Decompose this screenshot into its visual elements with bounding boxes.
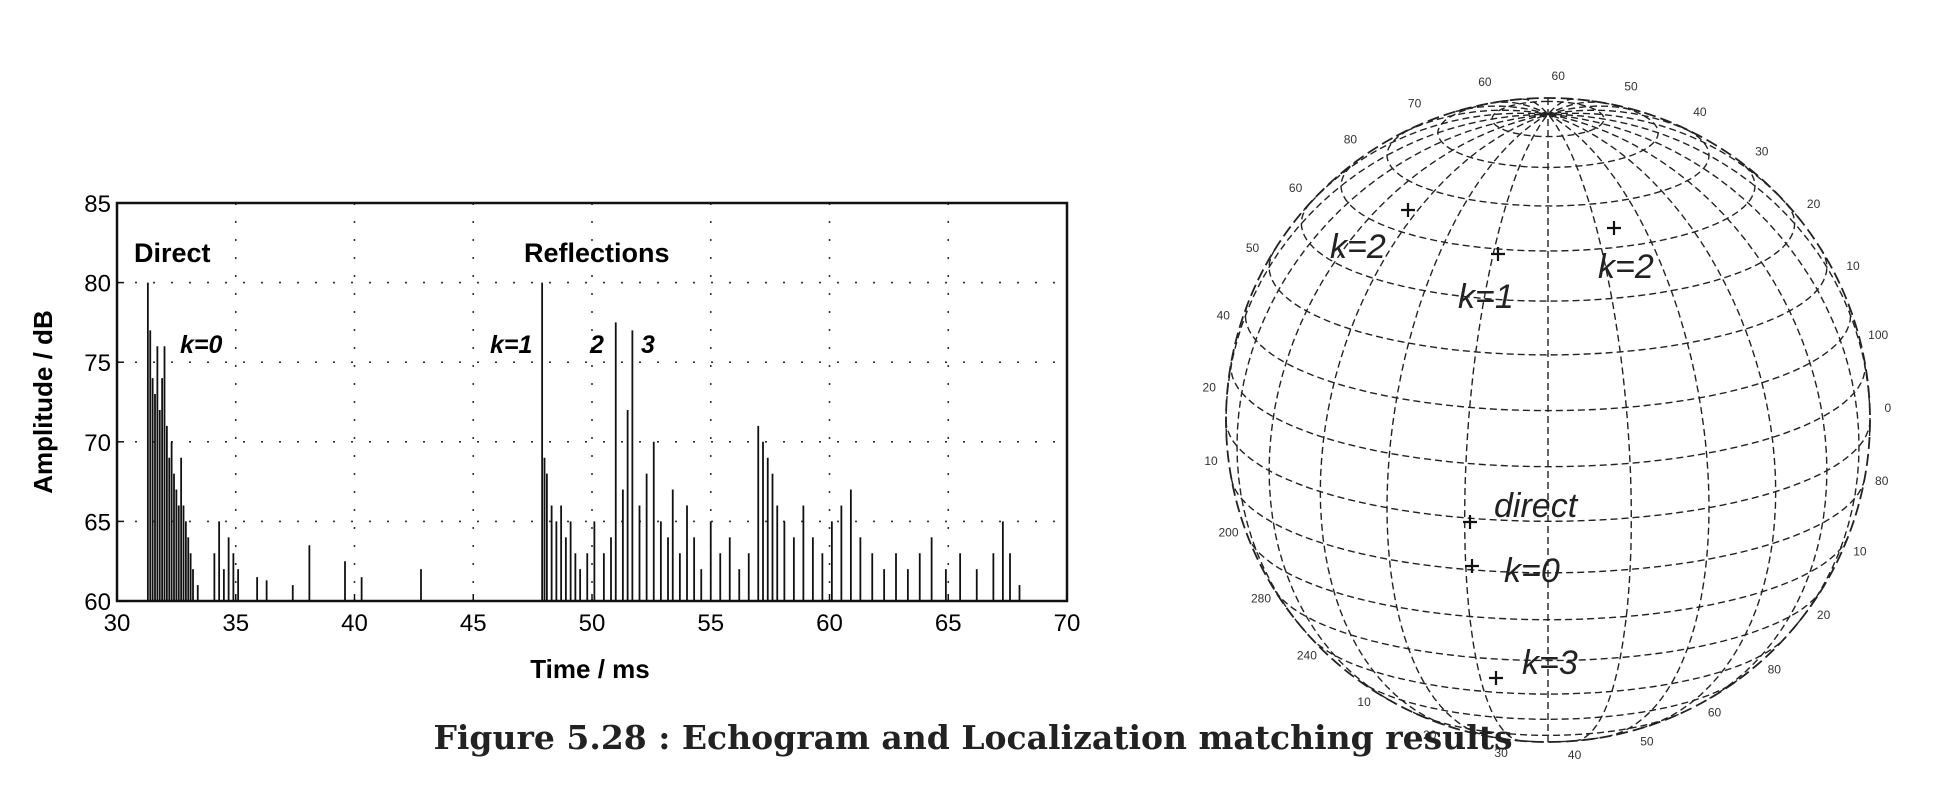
sphere-parallel bbox=[1309, 636, 1787, 695]
sphere-meridian bbox=[1547, 105, 1641, 115]
sphere-parallel bbox=[1386, 124, 1710, 207]
y-tick-label: 60 bbox=[84, 589, 111, 616]
sphere-scale-label: 50 bbox=[1624, 79, 1638, 93]
sphere-meridian bbox=[1295, 112, 1549, 220]
sphere-wireframe bbox=[1225, 97, 1871, 743]
sphere-outline bbox=[1225, 97, 1871, 743]
sphere-meridian bbox=[1268, 113, 1549, 705]
sphere-scale-label: 80 bbox=[1875, 474, 1889, 488]
x-tick-label: 65 bbox=[935, 610, 962, 637]
annotation-2: 2 bbox=[589, 331, 604, 359]
sphere-meridian bbox=[1225, 113, 1549, 437]
sphere-label-k1: k=1 bbox=[1458, 278, 1514, 316]
sphere-scale-label: 20 bbox=[1817, 608, 1831, 622]
y-tick-label: 85 bbox=[84, 191, 111, 218]
annotation-k0: k=0 bbox=[180, 331, 223, 359]
sphere-scale-label: 60 bbox=[1478, 75, 1492, 89]
sphere-scale-label: 40 bbox=[1693, 105, 1707, 119]
sphere-scale-label: 200 bbox=[1218, 525, 1238, 539]
sphere-marker bbox=[1607, 221, 1621, 235]
sphere-scale-label: 240 bbox=[1297, 649, 1317, 663]
sphere-scale-label: 30 bbox=[1494, 746, 1508, 760]
echogram-chart: 30 35 40 45 50 55 60 65 70 60 65 70 75 80 85 Time / m… bbox=[28, 191, 1080, 684]
sphere-meridian bbox=[1547, 113, 1860, 634]
annotation-reflections: Reflections bbox=[524, 238, 670, 268]
x-tick-label: 30 bbox=[104, 610, 131, 637]
sphere-meridian bbox=[1547, 113, 1633, 742]
x-tick-label: 70 bbox=[1054, 610, 1081, 637]
sphere-scale-label: 40 bbox=[1217, 308, 1231, 322]
sphere-scale-label: 280 bbox=[1251, 591, 1271, 605]
x-axis-label: Time / ms bbox=[530, 654, 649, 684]
echogram-gridlines bbox=[117, 203, 1067, 601]
y-tick-label: 70 bbox=[84, 430, 111, 457]
x-tick-label: 45 bbox=[460, 610, 487, 637]
sphere-scale-label: 10 bbox=[1853, 544, 1867, 558]
sphere-scale-label: 100 bbox=[1868, 328, 1888, 342]
annotation-direct: Direct bbox=[134, 238, 211, 268]
sphere-markers bbox=[1401, 203, 1621, 685]
echogram-x-ticks: 30 35 40 45 50 55 60 65 70 bbox=[104, 594, 1081, 637]
sphere-parallel bbox=[1340, 158, 1756, 252]
sphere-meridian bbox=[1522, 98, 1549, 115]
sphere-meridian bbox=[1236, 113, 1549, 634]
sphere-scale-label: 20 bbox=[1203, 380, 1217, 394]
sphere-meridian bbox=[1547, 113, 1871, 437]
annotation-k1: k=1 bbox=[490, 331, 532, 359]
sphere-scale-label: 30 bbox=[1755, 145, 1769, 159]
sphere-parallel bbox=[1358, 680, 1738, 721]
sphere-meridian bbox=[1547, 113, 1777, 730]
sphere-scale-label: 10 bbox=[1204, 454, 1218, 468]
sphere-label-k0: k=0 bbox=[1504, 552, 1560, 590]
sphere-scale-label: 20 bbox=[1807, 197, 1821, 211]
annotation-3: 3 bbox=[641, 331, 655, 359]
sphere-meridian bbox=[1547, 112, 1801, 220]
sphere-meridian bbox=[1319, 113, 1549, 730]
sphere-scale-label: 60 bbox=[1289, 181, 1303, 195]
y-tick-label: 80 bbox=[84, 271, 111, 298]
sphere-marker bbox=[1401, 203, 1415, 217]
sphere-meridian bbox=[1490, 101, 1549, 115]
sphere-parallel bbox=[1268, 248, 1828, 356]
sphere-label-k2-left: k=2 bbox=[1330, 228, 1386, 266]
sphere-scale-label: 20 bbox=[1423, 728, 1437, 742]
sphere-scale-labels: 80 70 60 60 50 40 30 20 10 100 0 80 10 20 80 60 50 40 30 20… bbox=[1203, 69, 1892, 762]
x-tick-label: 60 bbox=[816, 610, 843, 637]
sphere-scale-label: 10 bbox=[1357, 695, 1371, 709]
figure-caption: Figure 5.28 : Echogram and Localization … bbox=[433, 718, 1513, 757]
x-tick-label: 55 bbox=[697, 610, 724, 637]
sphere-scale-label: 80 bbox=[1768, 663, 1782, 677]
sphere-meridian bbox=[1386, 113, 1549, 738]
sphere-label-k3: k=3 bbox=[1522, 644, 1578, 682]
sphere-meridian bbox=[1463, 113, 1549, 742]
sphere-meridian bbox=[1547, 113, 1710, 738]
y-tick-label: 75 bbox=[84, 350, 111, 377]
sphere-scale-label: 40 bbox=[1568, 748, 1582, 762]
sphere-scale-label: 60 bbox=[1708, 706, 1722, 720]
sphere-scale-label: 0 bbox=[1885, 401, 1892, 415]
sphere-scale-label: 50 bbox=[1246, 241, 1260, 255]
x-tick-label: 40 bbox=[341, 610, 368, 637]
sphere-label-k2-right: k=2 bbox=[1598, 248, 1654, 286]
x-tick-label: 50 bbox=[579, 610, 606, 637]
sphere-meridian bbox=[1547, 113, 1828, 705]
sphere-scale-label: 70 bbox=[1408, 96, 1422, 110]
sphere-scale-label: 50 bbox=[1640, 734, 1654, 748]
y-axis-label: Amplitude / dB bbox=[28, 310, 58, 493]
sphere-marker bbox=[1489, 671, 1503, 685]
sphere-marker bbox=[1491, 247, 1505, 261]
sphere-scale-label: 60 bbox=[1552, 69, 1566, 83]
y-tick-label: 65 bbox=[84, 509, 111, 536]
echogram-y-ticks: 60 65 70 75 80 85 bbox=[84, 191, 124, 616]
sphere-scale-label: 80 bbox=[1344, 132, 1358, 146]
localization-sphere: 80 70 60 60 50 40 30 20 10 100 0 80 10 20 80 60 50 40 30 20… bbox=[1203, 69, 1892, 762]
sphere-meridian bbox=[1547, 101, 1606, 115]
sphere-scale-label: 10 bbox=[1846, 259, 1860, 273]
echogram-bars bbox=[146, 282, 1021, 601]
sphere-marker bbox=[1465, 559, 1479, 573]
sphere-label-direct: direct bbox=[1494, 487, 1579, 525]
x-tick-label: 35 bbox=[222, 610, 249, 637]
sphere-marker bbox=[1463, 515, 1477, 529]
